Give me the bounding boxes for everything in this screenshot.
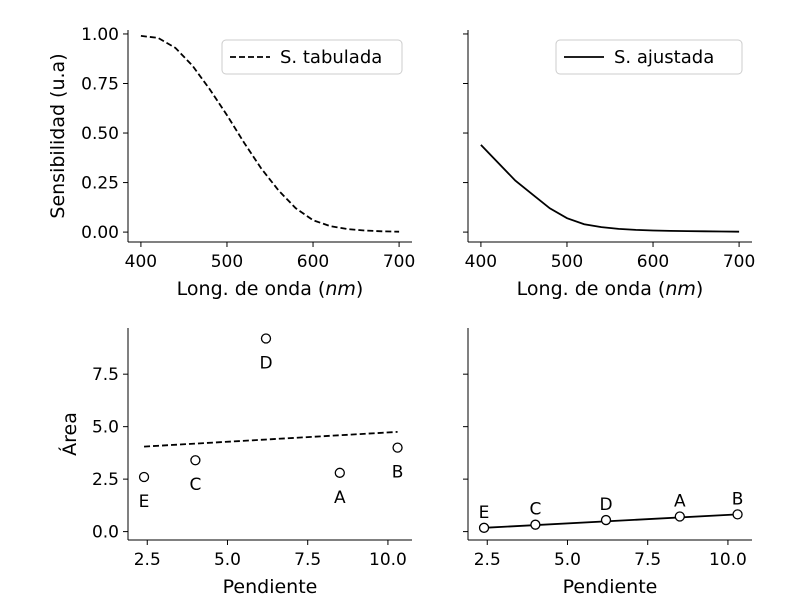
x-tick-label: 600 xyxy=(637,252,669,272)
x-tick-label: 500 xyxy=(211,252,243,272)
data-point xyxy=(334,467,345,478)
point-label: D xyxy=(599,495,612,515)
y-tick-label: 0.50 xyxy=(81,124,119,144)
x-axis-label: Pendiente xyxy=(223,576,318,598)
data-point xyxy=(392,442,403,453)
point-label: A xyxy=(334,488,346,508)
y-tick-label: 0.0 xyxy=(92,523,119,543)
x-tick-label: 500 xyxy=(551,252,583,272)
data-point xyxy=(190,455,201,466)
legend-box xyxy=(555,39,743,75)
series-line xyxy=(140,35,400,233)
x-tick-label: 2.5 xyxy=(134,550,161,570)
legend-box xyxy=(221,39,403,75)
x-tick-label: 600 xyxy=(297,252,329,272)
point-label: C xyxy=(529,500,541,520)
x-tick-label: 10.0 xyxy=(369,550,407,570)
data-point xyxy=(260,333,272,344)
fit-line xyxy=(143,431,398,448)
x-axis-label: Long. de onda (nm) xyxy=(177,278,364,300)
x-tick-label: 10.0 xyxy=(709,550,747,570)
x-tick-label: 400 xyxy=(465,252,497,272)
x-tick-label: 5.0 xyxy=(554,550,581,570)
x-tick-label: 700 xyxy=(383,252,415,272)
panel-bottom-left: 2.5 5.0 7.5 10.0 0.0 2.5 5.0 7.5 Pendiente Área E C… xyxy=(58,328,412,598)
y-axis-label: Área xyxy=(58,412,81,456)
point-label: B xyxy=(392,463,404,483)
legend-label: S. tabulada xyxy=(280,47,382,68)
point-label: C xyxy=(189,475,201,495)
data-point xyxy=(674,511,685,522)
data-point xyxy=(138,471,150,483)
y-tick-label: 2.5 xyxy=(92,470,119,490)
y-tick-label: 0.00 xyxy=(81,223,119,243)
data-point xyxy=(732,509,743,520)
point-label: E xyxy=(479,503,490,523)
x-tick-label: 2.5 xyxy=(474,550,501,570)
y-tick-label: 1.00 xyxy=(81,25,119,45)
x-tick-label: 700 xyxy=(723,252,755,272)
data-point xyxy=(478,522,490,533)
y-tick-label: 0.25 xyxy=(81,174,119,194)
point-label: D xyxy=(259,353,272,373)
y-tick-label: 7.5 xyxy=(92,365,119,385)
panel-top-right: 400 500 600 700 Long. de onda (nm) S. ajustad… xyxy=(463,30,755,300)
x-tick-label: 5.0 xyxy=(214,550,241,570)
point-label: E xyxy=(139,492,150,512)
x-tick-label: 7.5 xyxy=(634,550,661,570)
point-label: A xyxy=(674,491,686,511)
point-label: B xyxy=(732,489,744,509)
x-axis-label: Long. de onda (nm) xyxy=(517,278,704,300)
series-line xyxy=(480,144,740,233)
panel-top-left: 400 500 600 700 0.00 0.25 0.50 0.75 1.00 Long. de… xyxy=(47,25,415,300)
x-tick-label: 7.5 xyxy=(294,550,321,570)
x-tick-label: 400 xyxy=(125,252,157,272)
x-axis-label: Pendiente xyxy=(563,576,658,598)
panel-bottom-right: 2.5 5.0 7.5 10.0 Pendiente E C D A B xyxy=(463,328,752,598)
y-tick-label: 5.0 xyxy=(92,418,119,438)
y-tick-label: 0.75 xyxy=(81,74,119,94)
data-point xyxy=(600,514,612,526)
legend-label: S. ajustada xyxy=(614,47,714,68)
data-point xyxy=(530,519,541,530)
y-axis-label: Sensibilidad (u.a) xyxy=(47,53,69,218)
